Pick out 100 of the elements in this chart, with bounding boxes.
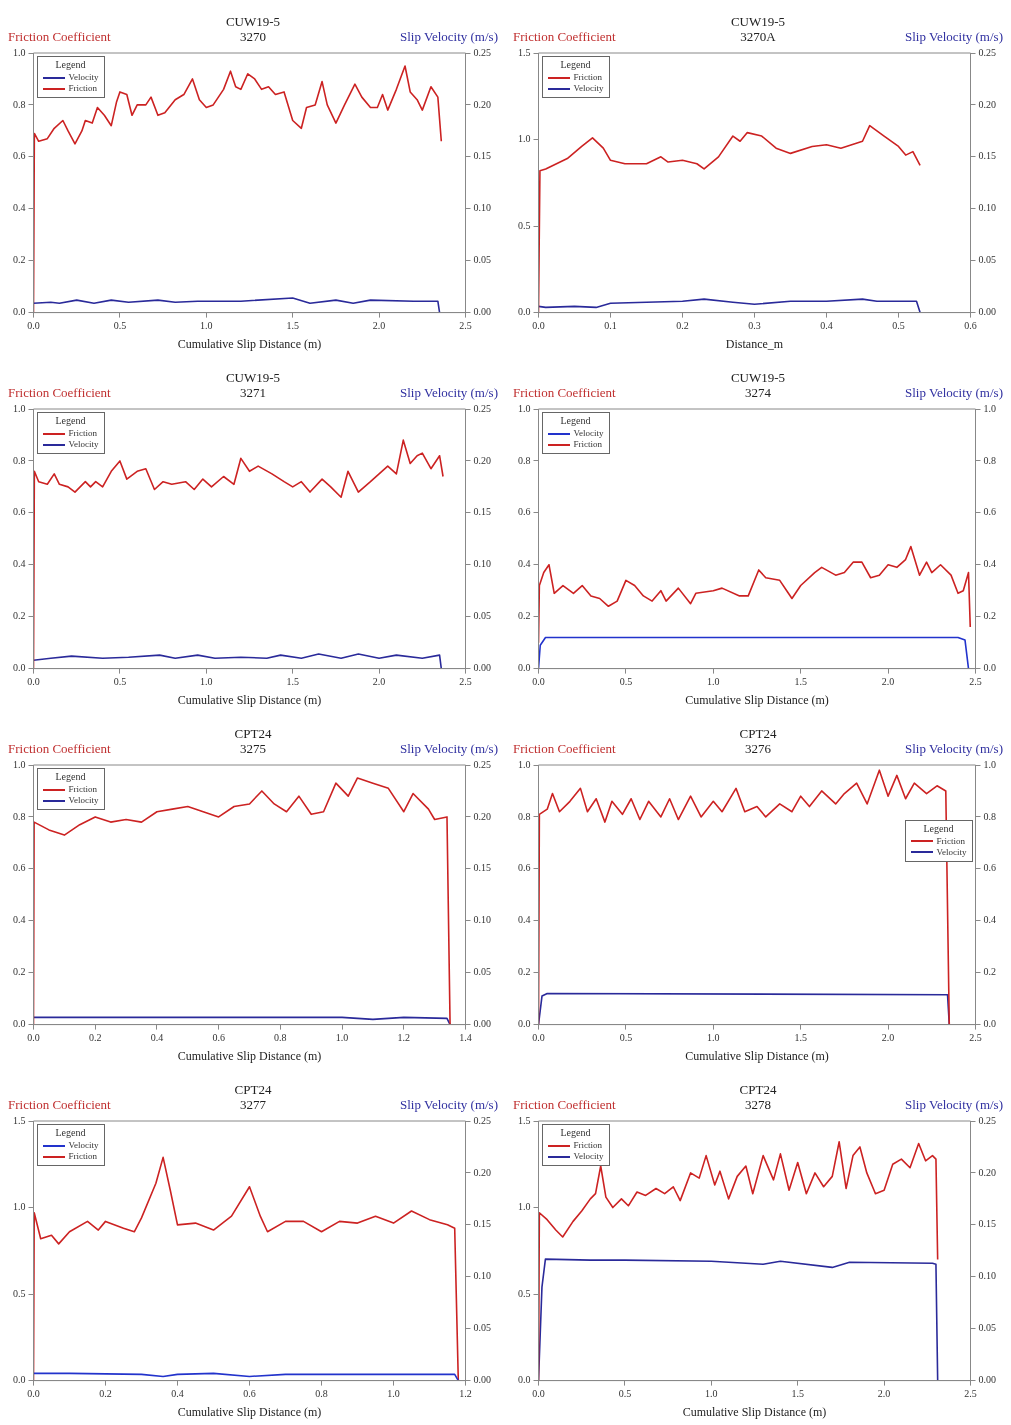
x-axis-title: Cumulative Slip Distance (m): [177, 1404, 322, 1419]
legend-label: Velocity: [573, 1151, 604, 1162]
y-axis-title: Friction Coefficient: [513, 1097, 617, 1112]
y2-tick-label: 0.25: [473, 402, 491, 414]
y-tick-label: 0.4: [518, 914, 531, 926]
y-tick-label: 1.0: [518, 758, 531, 770]
chart-subtitle: 3274: [744, 385, 772, 400]
y-tick-label: 0.2: [13, 610, 26, 622]
y2-tick-label: 0.6: [983, 862, 996, 874]
x-tick-label: 0.6: [964, 320, 977, 332]
x-tick-label: 2.5: [969, 1032, 982, 1044]
y2-tick-label: 0.15: [473, 506, 491, 518]
y2-tick-label: 0.05: [978, 254, 996, 266]
x-axis-title: Cumulative Slip Distance (m): [177, 692, 322, 707]
y2-tick-label: 0.10: [978, 1270, 996, 1282]
y2-tick-label: 0.15: [473, 150, 491, 162]
legend-title: Legend: [922, 822, 955, 834]
y2-tick-label: 0.00: [978, 1374, 996, 1386]
y-tick-label: 1.0: [518, 133, 531, 145]
x-tick-label: 1.5: [794, 1032, 807, 1044]
x-tick-label: 0.0: [532, 320, 545, 332]
y-tick-label: 0.8: [518, 454, 531, 466]
y-tick-label: 0.0: [13, 662, 26, 674]
legend-label: Velocity: [573, 83, 604, 94]
chart-title: CPT24: [234, 726, 272, 741]
y-tick-label: 1.0: [518, 402, 531, 414]
x-tick-label: 0.2: [88, 1032, 102, 1044]
chart-subtitle: 3271: [239, 385, 267, 400]
chart-title: CUW19-5: [225, 14, 281, 29]
legend-title: Legend: [54, 59, 87, 70]
x-tick-label: 1.0: [200, 320, 213, 332]
legend-label: Friction: [68, 784, 97, 795]
y-tick-label: 0.0: [518, 306, 531, 318]
legend-title: Legend: [559, 59, 592, 70]
y-tick-label: 1.0: [13, 46, 26, 58]
legend-label: Friction: [573, 1140, 602, 1151]
y-tick-label: 0.0: [13, 1018, 26, 1030]
x-tick-label: 2.5: [459, 320, 472, 332]
legend-label: Friction: [68, 83, 97, 94]
x-tick-label: 0.4: [171, 1388, 184, 1400]
y-tick-label: 0.0: [13, 306, 26, 318]
y-axis-title: Friction Coefficient: [8, 741, 112, 756]
chart-subtitle: 3270: [239, 29, 267, 44]
x-axis-title: Cumulative Slip Distance (m): [682, 1404, 827, 1419]
x-tick-label: 0.4: [820, 320, 833, 332]
chart-title: CUW19-5: [225, 370, 281, 385]
chart-subtitle: 3276: [744, 741, 772, 756]
y2-tick-label: 0.00: [473, 1374, 491, 1386]
x-axis-title: Cumulative Slip Distance (m): [177, 1048, 322, 1063]
y2-tick-label: 0.00: [473, 1018, 491, 1030]
legend-label: Velocity: [68, 1140, 99, 1151]
y2-axis-title: Slip Velocity (m/s): [904, 29, 1003, 44]
legend-title: Legend: [559, 415, 592, 426]
x-tick-label: 1.5: [286, 676, 299, 688]
x-tick-label: 1.0: [335, 1032, 349, 1044]
legend-label: Friction: [68, 428, 97, 439]
x-tick-label: 0.5: [618, 1388, 632, 1400]
x-tick-label: 0.0: [27, 1388, 40, 1400]
y2-tick-label: 0.4: [983, 914, 996, 926]
y-tick-label: 0.4: [13, 558, 26, 570]
legend-title: Legend: [54, 1127, 87, 1138]
legend-label: Velocity: [68, 795, 99, 806]
y2-tick-label: 0.00: [473, 306, 491, 318]
chart-subtitle: 3275: [239, 741, 267, 756]
x-tick-label: 1.0: [387, 1388, 400, 1400]
legend-title: Legend: [54, 415, 87, 426]
legend-label: Friction: [936, 835, 965, 847]
y2-tick-label: 0.4: [983, 558, 996, 570]
y2-axis-title: Slip Velocity (m/s): [399, 741, 498, 756]
y2-tick-label: 0.2: [983, 610, 996, 622]
y2-tick-label: 0.10: [473, 1270, 491, 1282]
x-tick-label: 0.5: [113, 320, 127, 332]
legend-label: Velocity: [936, 846, 967, 858]
y2-tick-label: 0.20: [473, 810, 491, 822]
y-tick-label: 0.2: [13, 966, 26, 978]
y2-tick-label: 1.0: [983, 402, 996, 414]
y2-tick-label: 0.2: [983, 966, 996, 978]
x-tick-label: 0.0: [27, 676, 40, 688]
y-tick-label: 0.8: [518, 810, 531, 822]
y2-axis-title: Slip Velocity (m/s): [399, 1097, 498, 1112]
x-tick-label: 0.4: [150, 1032, 164, 1044]
legend-title: Legend: [559, 1127, 592, 1138]
legend-label: Friction: [573, 439, 602, 450]
y2-tick-label: 0.25: [978, 46, 996, 58]
y2-tick-label: 0.20: [978, 1166, 996, 1178]
y-tick-label: 1.0: [13, 1201, 26, 1213]
chart-subtitle: 3278: [744, 1097, 772, 1112]
x-tick-label: 0.0: [532, 676, 545, 688]
y2-tick-label: 0.15: [978, 1218, 996, 1230]
y2-tick-label: 0.8: [983, 454, 996, 466]
legend-label: Friction: [68, 1151, 97, 1162]
y-tick-label: 0.8: [13, 454, 26, 466]
y2-tick-label: 0.15: [473, 862, 491, 874]
y-tick-label: 0.4: [13, 914, 26, 926]
y2-tick-label: 0.15: [473, 1218, 491, 1230]
y-axis-title: Friction Coefficient: [513, 385, 617, 400]
y2-axis-title: Slip Velocity (m/s): [904, 741, 1003, 756]
chart-title: CPT24: [739, 1082, 777, 1097]
chart-subtitle: 3270A: [739, 29, 777, 44]
x-tick-label: 1.4: [459, 1032, 472, 1044]
